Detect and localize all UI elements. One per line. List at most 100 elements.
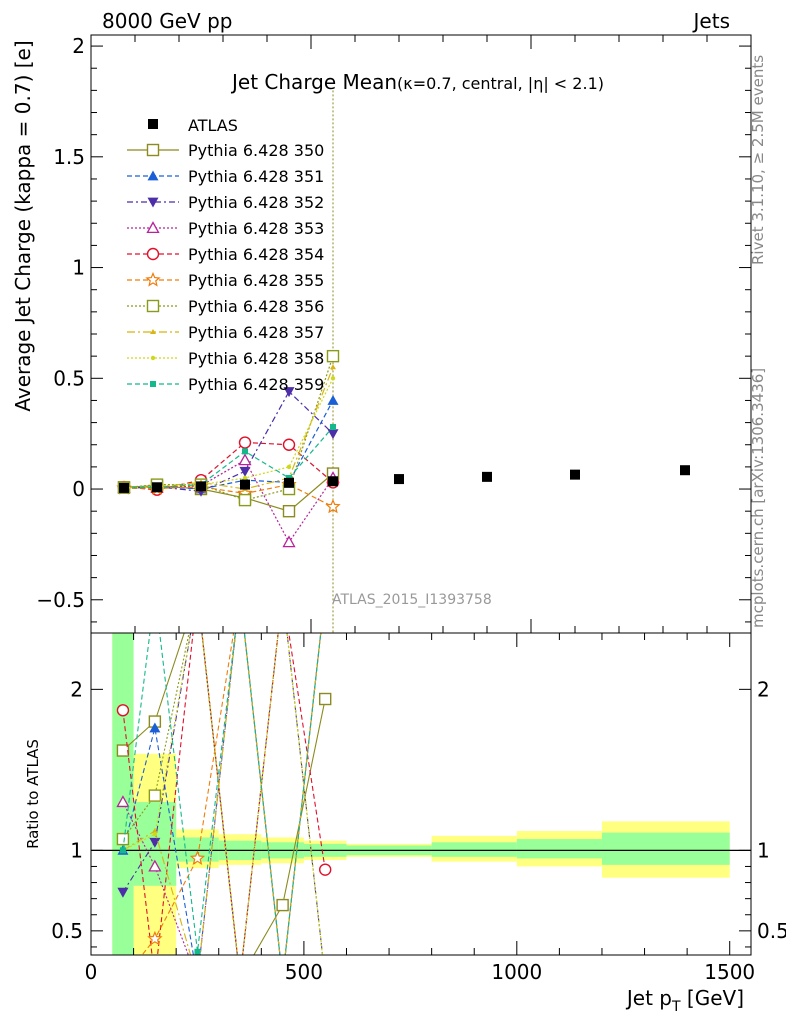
ratio-y-tick-label-right: 2 [757, 677, 770, 701]
atlas-point [196, 481, 206, 492]
series-point [330, 376, 336, 381]
ratio-line [122, 633, 322, 955]
ratio-y-tick-label: 0.5 [51, 919, 83, 943]
legend-marker [147, 197, 159, 208]
legend-label: Pythia 6.428 351 [188, 167, 324, 186]
atlas-point [570, 469, 580, 480]
ratio-point [276, 898, 289, 912]
x-axis-label-main: Jet p [625, 986, 672, 1010]
rivet-label: Rivet 3.1.10, ≥ 2.5M events [749, 55, 767, 265]
main-panel: −0.5 0 0.5 1 1.5 2 Jet Charge Mean(κ=0.7, cen… [11, 34, 752, 634]
uncertainty-band-68 [601, 832, 730, 865]
ratio-y-tick-label-right: 1 [757, 838, 770, 862]
ratio-point [116, 704, 130, 717]
main-y-tick-label: 0.5 [53, 366, 85, 390]
atlas-point [119, 482, 129, 493]
ratio-axes: 0.5 0.5 1 1 2 2 0 500 1000 1500 [51, 633, 786, 984]
series-line [123, 390, 334, 492]
atlas-point [394, 474, 404, 485]
series-point [242, 475, 248, 481]
atlas-point [482, 471, 492, 482]
ratio-point [318, 863, 332, 876]
series-point [330, 364, 336, 370]
ratio-line [122, 633, 324, 955]
ratio-panel: 0.5 0.5 1 1 2 2 0 500 1000 1500 Ratio to ATLAS Je… [24, 632, 786, 1015]
ratio-y-tick-label-right: 0.5 [757, 919, 786, 943]
ratio-marks [91, 633, 751, 955]
main-axes: −0.5 0 0.5 1 1.5 2 [36, 34, 752, 633]
ratio-point [152, 832, 158, 837]
ratio-point [194, 948, 201, 955]
legend-label: Pythia 6.428 353 [188, 219, 324, 238]
atlas-point [152, 482, 162, 493]
x-tick-label: 1500 [704, 960, 755, 984]
uncertainty-band-68 [431, 842, 517, 857]
legend-marker [146, 143, 160, 157]
legend-marker [146, 299, 160, 313]
legend-marker [146, 247, 160, 261]
legend-label: Pythia 6.428 352 [188, 193, 324, 212]
series-point [325, 498, 341, 514]
main-y-tick-label: 2 [72, 34, 85, 58]
series-point [326, 349, 340, 363]
x-axis-label-unit: [GeV] [681, 986, 744, 1010]
ratio-line [122, 633, 324, 955]
ratio-point [116, 744, 130, 757]
x-tick-label: 1000 [491, 960, 542, 984]
series-point [238, 493, 252, 507]
series-point [282, 438, 296, 451]
series-point [286, 464, 292, 470]
series-line [123, 378, 334, 489]
series-point [330, 424, 336, 431]
series-point [327, 429, 339, 440]
ratio-frame [90, 632, 752, 956]
ratio-point [149, 722, 161, 733]
legend-label: Pythia 6.428 355 [188, 271, 324, 290]
series-line [123, 426, 334, 489]
legend-marker [147, 170, 159, 181]
ratio-line [122, 633, 322, 955]
watermark: ATLAS_2015_I1393758 [332, 592, 492, 608]
main-y-tick-label: 1 [72, 256, 85, 280]
legend-label: Pythia 6.428 358 [188, 349, 324, 368]
series-point [238, 453, 252, 466]
ratio-point [149, 837, 161, 848]
series-line [123, 400, 334, 490]
ratio-y-axis-label: Ratio to ATLAS [24, 739, 42, 849]
legend-marker [148, 119, 158, 129]
atlas-point [680, 465, 690, 476]
main-marks [116, 90, 690, 633]
series-point [283, 387, 295, 398]
ratio-point [151, 828, 158, 834]
legend-marker [145, 271, 161, 287]
legend-label: ATLAS [188, 116, 238, 135]
ratio-point [148, 789, 162, 802]
ratio-point [116, 795, 130, 808]
mcplots-label: mcplots.cern.ch [arXiv:1306.3436] [749, 368, 767, 628]
chart-title-sub: (κ=0.7, central, |η| < 2.1) [397, 74, 604, 93]
x-tick-label: 500 [285, 960, 323, 984]
legend-label: Pythia 6.428 350 [188, 141, 324, 160]
ratio-point [116, 832, 130, 846]
atlas-point [284, 477, 294, 488]
x-tick-label: 0 [85, 960, 98, 984]
main-y-tick-label: 1.5 [53, 145, 85, 169]
main-y-axis-label: Average Jet Charge (kappa = 0.7) [e] [11, 40, 35, 411]
atlas-point [240, 479, 250, 490]
chart-title-main: Jet Charge Mean [230, 70, 397, 94]
series-point [238, 436, 252, 449]
atlas-point [328, 476, 338, 487]
ratio-point [148, 859, 162, 872]
ratio-line [122, 633, 322, 955]
legend-label: Pythia 6.428 359 [188, 375, 324, 394]
series-point [282, 504, 296, 518]
ratio-y-tick-label: 2 [70, 677, 83, 701]
legend-marker [150, 329, 156, 334]
ratio-series-group [116, 633, 332, 955]
series-point [239, 466, 251, 477]
x-axis-label: Jet pT [GeV] [625, 986, 744, 1015]
legend-label: Pythia 6.428 356 [188, 297, 324, 316]
legend-marker [150, 381, 156, 387]
legend-label: Pythia 6.428 357 [188, 323, 324, 342]
